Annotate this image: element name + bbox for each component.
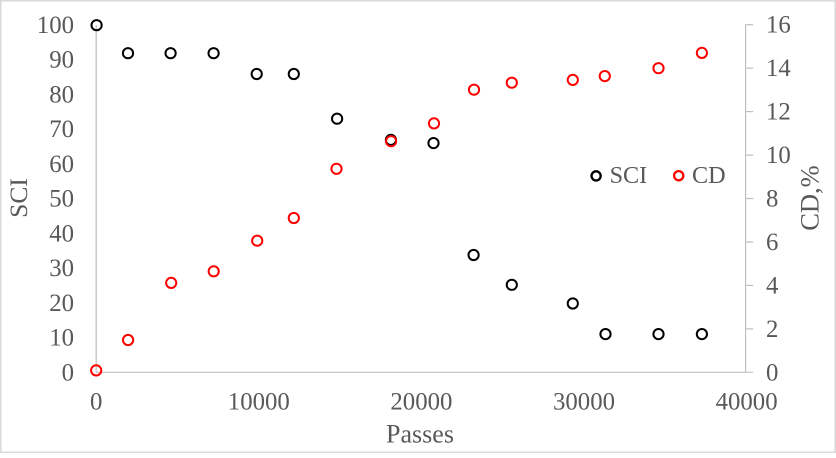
svg-text:10: 10	[766, 142, 791, 169]
svg-text:30000: 30000	[553, 389, 615, 416]
svg-text:70: 70	[49, 116, 74, 143]
svg-text:SCI: SCI	[610, 162, 648, 189]
svg-text:30: 30	[49, 255, 74, 282]
svg-text:12: 12	[766, 99, 791, 126]
svg-text:60: 60	[49, 151, 74, 178]
svg-text:8: 8	[766, 186, 778, 213]
svg-text:50: 50	[49, 186, 74, 213]
svg-text:20000: 20000	[390, 389, 452, 416]
svg-text:100: 100	[37, 12, 74, 39]
svg-text:10: 10	[49, 325, 74, 352]
svg-text:40: 40	[49, 220, 74, 247]
svg-text:0: 0	[62, 359, 74, 386]
svg-text:16: 16	[766, 12, 791, 39]
svg-text:4: 4	[766, 272, 779, 299]
svg-text:0: 0	[766, 359, 778, 386]
svg-text:SCI: SCI	[4, 178, 33, 218]
svg-text:0: 0	[90, 389, 102, 416]
svg-text:CD,%: CD,%	[795, 165, 825, 231]
svg-text:40000: 40000	[716, 389, 778, 416]
svg-text:14: 14	[766, 55, 791, 82]
svg-text:6: 6	[766, 229, 778, 256]
svg-text:CD: CD	[692, 162, 726, 189]
svg-text:10000: 10000	[228, 389, 290, 416]
svg-text:90: 90	[49, 47, 74, 74]
svg-text:20: 20	[49, 290, 74, 317]
svg-text:Passes: Passes	[386, 420, 454, 449]
svg-text:2: 2	[766, 316, 778, 343]
svg-text:80: 80	[49, 81, 74, 108]
